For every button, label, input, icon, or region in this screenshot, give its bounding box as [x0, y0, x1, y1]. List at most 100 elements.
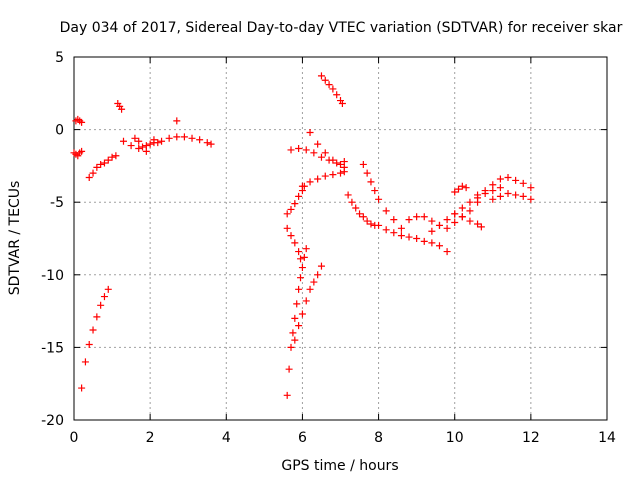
data-point: [165, 134, 173, 142]
data-point: [306, 178, 314, 186]
data-point: [397, 232, 405, 240]
data-point: [363, 169, 371, 177]
data-point: [93, 313, 101, 321]
series-arc-w: [474, 174, 535, 199]
data-point: [119, 137, 127, 145]
x-tick-label: 10: [446, 430, 464, 446]
series-arc-l: [283, 224, 305, 263]
data-point: [390, 216, 398, 224]
data-point: [310, 149, 318, 157]
data-point: [100, 293, 108, 301]
data-point: [314, 175, 322, 183]
data-point: [462, 184, 470, 192]
data-point: [329, 171, 337, 179]
data-point: [466, 207, 474, 215]
data-point: [285, 365, 293, 373]
data-point: [127, 142, 135, 150]
data-point: [78, 384, 86, 392]
data-point: [93, 163, 101, 171]
data-point: [298, 182, 306, 190]
data-point: [97, 160, 105, 168]
data-point: [382, 226, 390, 234]
data-point: [154, 139, 162, 147]
data-point: [283, 391, 291, 399]
series-arc-u: [428, 184, 504, 235]
data-point: [85, 340, 93, 348]
series-arc-v: [451, 210, 485, 231]
data-point: [100, 159, 108, 167]
data-point: [458, 213, 466, 221]
data-point: [317, 262, 325, 270]
data-point: [363, 217, 371, 225]
data-point: [451, 188, 459, 196]
data-point: [420, 213, 428, 221]
data-point: [451, 219, 459, 227]
data-point: [317, 153, 325, 161]
data-point: [89, 169, 97, 177]
data-point: [348, 198, 356, 206]
series-arc-k: [283, 182, 308, 218]
data-point: [112, 152, 120, 160]
data-point: [321, 76, 329, 84]
data-point: [300, 253, 308, 261]
data-point: [371, 187, 379, 195]
series-arc-p: [317, 72, 346, 107]
data-point: [466, 198, 474, 206]
data-point: [356, 210, 364, 218]
series-arc-f: [119, 133, 215, 152]
data-point: [338, 99, 346, 107]
x-tick-label: 6: [298, 430, 307, 446]
data-point: [337, 160, 344, 168]
data-point: [527, 184, 535, 192]
x-tick-label: 12: [522, 430, 540, 446]
data-point: [458, 182, 466, 190]
data-point: [512, 191, 520, 199]
data-point: [375, 195, 383, 203]
data-point: [188, 134, 196, 142]
data-point: [474, 220, 482, 228]
series-arc-m: [287, 144, 348, 167]
data-point: [135, 137, 143, 145]
series-arc-o: [306, 129, 348, 171]
data-point: [291, 200, 299, 208]
y-tick-label: 0: [55, 123, 64, 139]
grid-lines: [74, 57, 607, 420]
data-point: [466, 217, 474, 225]
y-tick-label: -15: [41, 340, 64, 356]
data-point: [291, 239, 299, 247]
data-point: [435, 242, 443, 250]
data-point: [287, 205, 295, 213]
data-point: [443, 216, 451, 224]
data-point: [146, 140, 154, 148]
plot-frame: [73, 56, 608, 421]
data-point: [504, 174, 512, 182]
data-point: [298, 264, 306, 272]
x-tick-label: 4: [222, 430, 231, 446]
data-point: [367, 220, 375, 228]
data-point: [295, 322, 303, 330]
data-point: [413, 213, 421, 221]
data-point: [104, 156, 112, 164]
data-point: [474, 191, 482, 199]
data-point: [283, 210, 291, 218]
data-point: [435, 221, 443, 229]
data-marks: [70, 72, 535, 399]
data-point: [458, 204, 466, 212]
data-point: [428, 217, 436, 225]
data-point: [359, 213, 367, 221]
data-point: [451, 210, 459, 218]
series-arc-j: [291, 262, 325, 344]
data-point: [297, 255, 305, 263]
data-point: [302, 245, 310, 253]
series-arc-g: [131, 134, 162, 155]
data-point: [329, 156, 337, 164]
data-point: [405, 216, 413, 224]
series-arc-b: [72, 115, 86, 126]
series-arc-c: [78, 285, 112, 392]
data-point: [428, 239, 436, 247]
data-point: [325, 81, 333, 89]
data-point: [390, 229, 398, 237]
y-axis-label: SDTVAR / TECUs: [7, 181, 23, 296]
data-point: [496, 192, 504, 200]
